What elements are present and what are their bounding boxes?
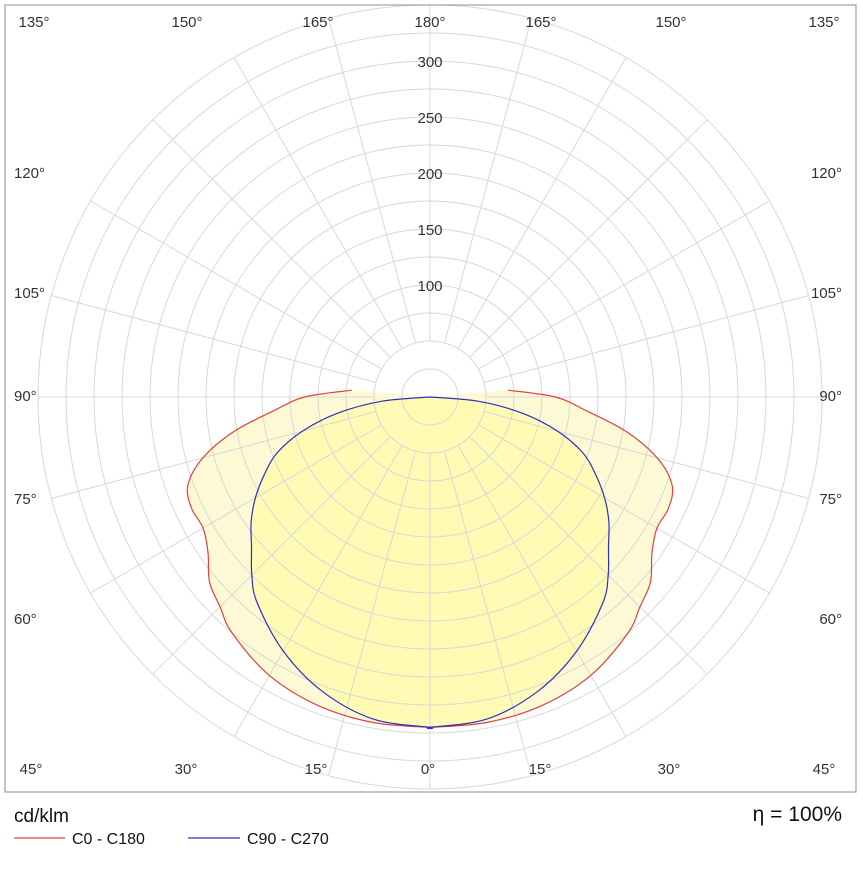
grid-spoke bbox=[483, 295, 809, 383]
efficiency-label: η = 100% bbox=[753, 803, 842, 826]
angle-label-top: 135° bbox=[18, 14, 49, 31]
angle-label-right: 75° bbox=[819, 491, 842, 508]
angle-label-bottom: 30° bbox=[175, 761, 198, 778]
grid-spoke bbox=[233, 57, 403, 349]
series-line-layer bbox=[186, 389, 674, 730]
grid-spoke bbox=[152, 436, 391, 675]
radial-tick-label: 250 bbox=[417, 110, 442, 127]
angle-label-top: 150° bbox=[655, 14, 686, 31]
angle-label-bottom: 15° bbox=[529, 761, 552, 778]
grid-spoke bbox=[478, 200, 770, 370]
angle-label-right: 105° bbox=[811, 285, 842, 302]
grid-spoke bbox=[457, 445, 627, 737]
grid-spoke bbox=[444, 18, 532, 344]
plot-frame bbox=[4, 4, 857, 793]
angle-label-top: 165° bbox=[302, 14, 333, 31]
angle-label-bottom: 0° bbox=[421, 761, 435, 778]
angle-label-bottom: 15° bbox=[305, 761, 328, 778]
legend-label-c0: C0 - C180 bbox=[72, 831, 145, 848]
grid-spoke bbox=[90, 200, 382, 370]
grid-spoke bbox=[90, 424, 382, 594]
grid-spoke bbox=[483, 411, 809, 499]
angle-label-right: 60° bbox=[819, 611, 842, 628]
angle-label-top: 165° bbox=[525, 14, 556, 31]
grid-spoke bbox=[444, 450, 532, 776]
grid-spoke bbox=[469, 119, 708, 358]
radial-tick-label: 200 bbox=[417, 166, 442, 183]
grid-spoke bbox=[469, 436, 708, 675]
grid-spoke bbox=[328, 18, 416, 344]
grid-spoke bbox=[328, 450, 416, 776]
angle-label-bottom: 45° bbox=[20, 761, 43, 778]
angle-label-top: 150° bbox=[171, 14, 202, 31]
angle-label-left: 105° bbox=[14, 285, 45, 302]
angle-label-bottom: 45° bbox=[813, 761, 836, 778]
radial-tick-label: 100 bbox=[417, 278, 442, 295]
grid-ring bbox=[401, 368, 459, 426]
angle-label-right: 120° bbox=[811, 165, 842, 182]
radial-tick-label: 150 bbox=[417, 222, 442, 239]
angle-label-left: 120° bbox=[14, 165, 45, 182]
grid-layer bbox=[37, 5, 823, 790]
grid-spoke bbox=[51, 295, 377, 383]
angle-label-bottom: 30° bbox=[658, 761, 681, 778]
legend: C0 - C180 C90 - C270 bbox=[14, 831, 329, 848]
angle-label-left: 90° bbox=[14, 388, 37, 405]
series-line-c90 bbox=[250, 396, 610, 730]
grid-spoke bbox=[457, 57, 627, 349]
angle-label-left: 60° bbox=[14, 611, 37, 628]
angle-label-top: 135° bbox=[808, 14, 839, 31]
angle-label-top: 180° bbox=[414, 14, 445, 31]
angle-label-left: 75° bbox=[14, 491, 37, 508]
legend-label-c90: C90 - C270 bbox=[247, 831, 329, 848]
angle-label-right: 90° bbox=[819, 388, 842, 405]
unit-label: cd/klm bbox=[14, 806, 69, 827]
grid-spoke bbox=[152, 119, 391, 358]
grid-spoke bbox=[478, 424, 770, 594]
radial-tick-label: 300 bbox=[417, 54, 442, 71]
grid-spoke bbox=[51, 411, 377, 499]
label-layer: 100 150 200 250 300 135° 150° 165° 180° 165° 150° 1… bbox=[14, 14, 842, 778]
grid-spoke bbox=[233, 445, 403, 737]
